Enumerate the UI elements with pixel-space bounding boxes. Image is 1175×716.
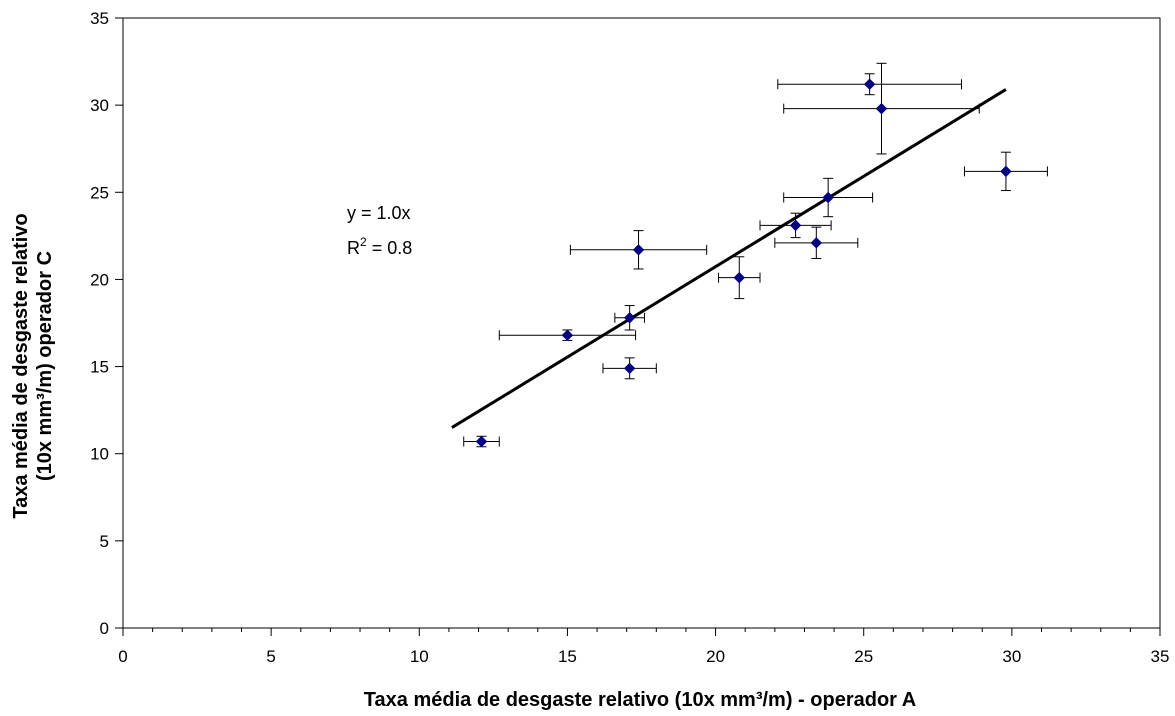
y-tick-label: 10 — [90, 445, 109, 464]
x-tick-label: 5 — [266, 647, 275, 666]
x-axis-title: Taxa média de desgaste relativo (10x mm³… — [364, 689, 916, 711]
x-tick-label: 15 — [558, 647, 577, 666]
x-tick-label: 0 — [118, 647, 127, 666]
x-tick-label: 25 — [854, 647, 873, 666]
x-tick-label: 10 — [410, 647, 429, 666]
y-tick-label: 25 — [90, 183, 109, 202]
y-tick-label: 15 — [90, 358, 109, 377]
error-bars — [463, 62, 1048, 448]
data-points — [475, 78, 1012, 448]
x-tick-label: 35 — [1151, 647, 1170, 666]
data-point — [623, 312, 636, 324]
y-tick-label: 30 — [90, 96, 109, 115]
data-point — [623, 362, 636, 375]
axes — [122, 17, 1161, 629]
data-point — [733, 271, 745, 284]
data-point — [863, 78, 876, 90]
data-point — [822, 191, 834, 204]
x-tick-label: 20 — [706, 647, 725, 666]
y-tick-label: 20 — [90, 270, 109, 289]
ticks: 0 5 10 15 20 25 30 35 0 5 10 15 20 25 30 35 — [90, 9, 1169, 666]
y-tick-label: 0 — [100, 619, 109, 638]
plot-area-border — [122, 17, 1161, 629]
annotation-r2-rest: = 0.8 — [367, 238, 413, 258]
y-axis-title-line2: (10x mm³/m) operador C — [34, 251, 56, 481]
y-tick-label: 35 — [90, 9, 109, 28]
annotation-r2: R2 = 0.8 — [347, 235, 412, 258]
trendline-group — [451, 88, 1007, 429]
data-point — [1000, 165, 1012, 178]
data-point — [875, 102, 888, 115]
x-tick-label: 30 — [1002, 647, 1021, 666]
data-point — [810, 237, 823, 249]
annotation-equation: y = 1.0x — [347, 203, 411, 223]
data-point — [475, 435, 488, 448]
trendline — [451, 88, 1007, 429]
data-point — [632, 244, 645, 256]
data-point — [561, 329, 574, 341]
y-tick-label: 5 — [100, 532, 109, 551]
y-axis-title: Taxa média de desgaste relativo (10x mm³… — [10, 213, 56, 518]
y-axis-title-line1: Taxa média de desgaste relativo — [10, 213, 32, 518]
annotation-r2-base: R — [347, 238, 360, 258]
data-point — [789, 219, 802, 232]
annotation-r2-sup: 2 — [360, 235, 367, 249]
